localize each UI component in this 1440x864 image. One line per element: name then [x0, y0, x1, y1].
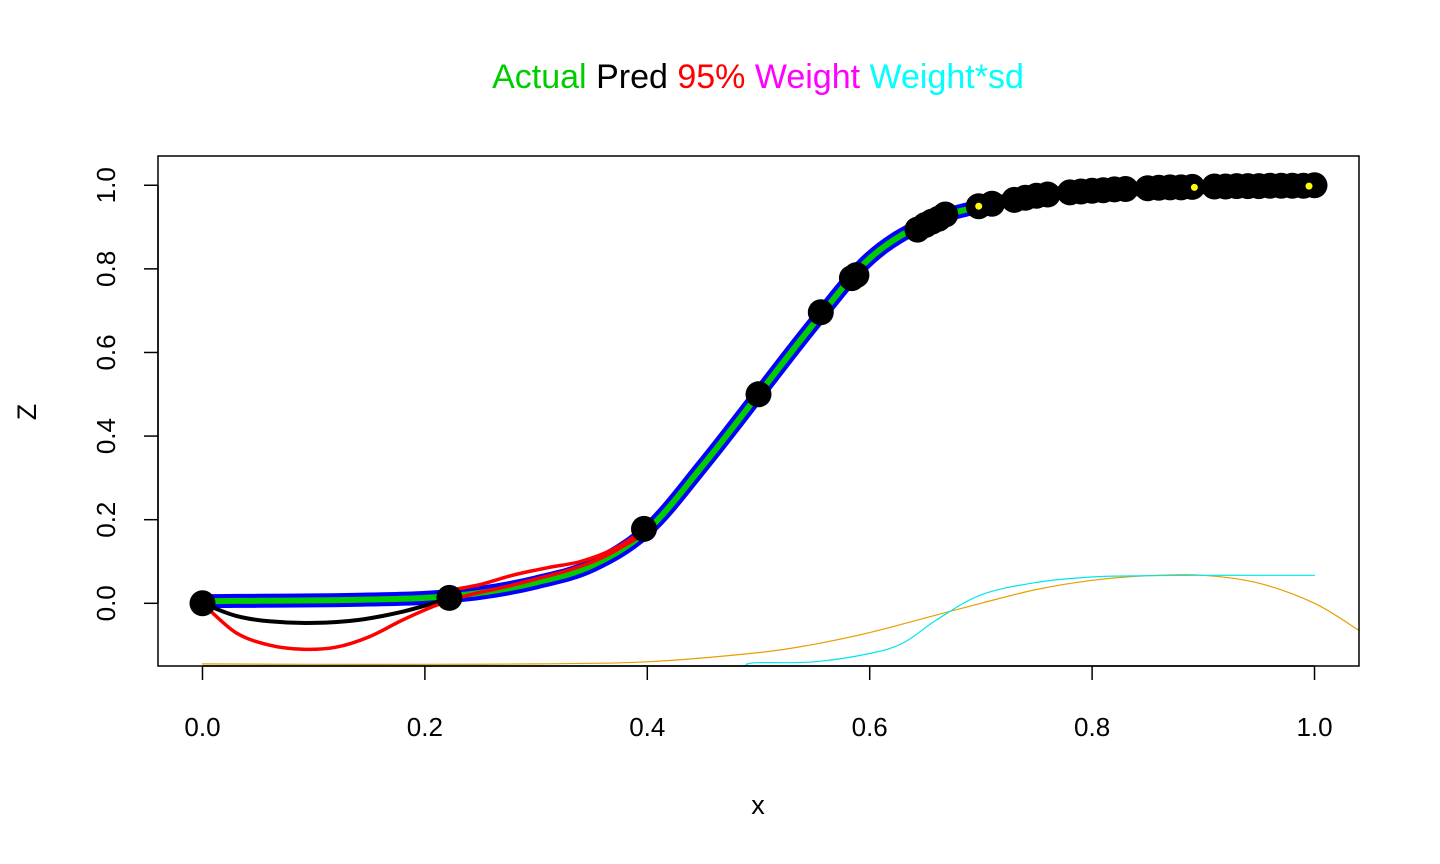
- title-part-weight: Weight: [755, 58, 861, 96]
- x-tick-label: 0.0: [184, 712, 220, 742]
- data-point: [979, 190, 1005, 217]
- title-part-95: 95%: [677, 58, 745, 96]
- data-point: [807, 299, 834, 326]
- x-tick-label: 0.6: [852, 712, 888, 742]
- x-axis-label: x: [751, 790, 765, 820]
- y-tick-label: 0.6: [91, 334, 121, 370]
- y-tick-label: 0.2: [91, 502, 121, 538]
- data-point: [932, 201, 959, 228]
- y-axis: 0.0 0.2 0.4 0.6 0.8 1.0: [91, 167, 159, 621]
- y-axis-label: Z: [12, 404, 42, 421]
- series-cyan-curve: [201, 574, 1316, 666]
- title-part-weight-sd: Weight*sd: [870, 58, 1024, 96]
- x-axis: 0.0 0.2 0.4 0.6 0.8 1.0: [184, 665, 1333, 742]
- data-point: [631, 515, 657, 542]
- data-point: [1112, 176, 1139, 202]
- series-orange-curve: [201, 574, 1359, 665]
- highlight-point: [1305, 182, 1313, 190]
- data-point: [1301, 172, 1328, 199]
- data-point: [1034, 181, 1061, 208]
- y-tick-label: 0.4: [91, 418, 121, 454]
- data-point: [745, 381, 772, 408]
- series-95-lower-line: [200, 530, 650, 652]
- points-layer: [189, 172, 1328, 617]
- x-tick-label: 0.4: [629, 712, 665, 742]
- x-tick-label: 0.2: [407, 712, 443, 742]
- data-point: [436, 584, 463, 611]
- plot-frame: [157, 155, 1360, 667]
- y-tick-label: 0.8: [91, 251, 121, 287]
- y-tick-label: 0.0: [91, 585, 121, 621]
- data-point: [189, 590, 216, 617]
- x-tick-label: 0.8: [1074, 712, 1110, 742]
- series-95-upper-line: [445, 526, 650, 593]
- data-point: [843, 262, 870, 289]
- highlight-point: [975, 202, 983, 210]
- x-tick-label: 1.0: [1296, 712, 1332, 742]
- y-tick-label: 1.0: [91, 167, 121, 203]
- series-pred-line: [200, 597, 450, 625]
- series-layer: [195, 179, 1359, 666]
- title-part-actual: Actual: [492, 58, 587, 96]
- chart-title: Actual Pred 95% Weight Weight*sd: [492, 58, 1024, 96]
- title-part-pred: Pred: [596, 58, 668, 96]
- highlight-point: [1190, 183, 1198, 191]
